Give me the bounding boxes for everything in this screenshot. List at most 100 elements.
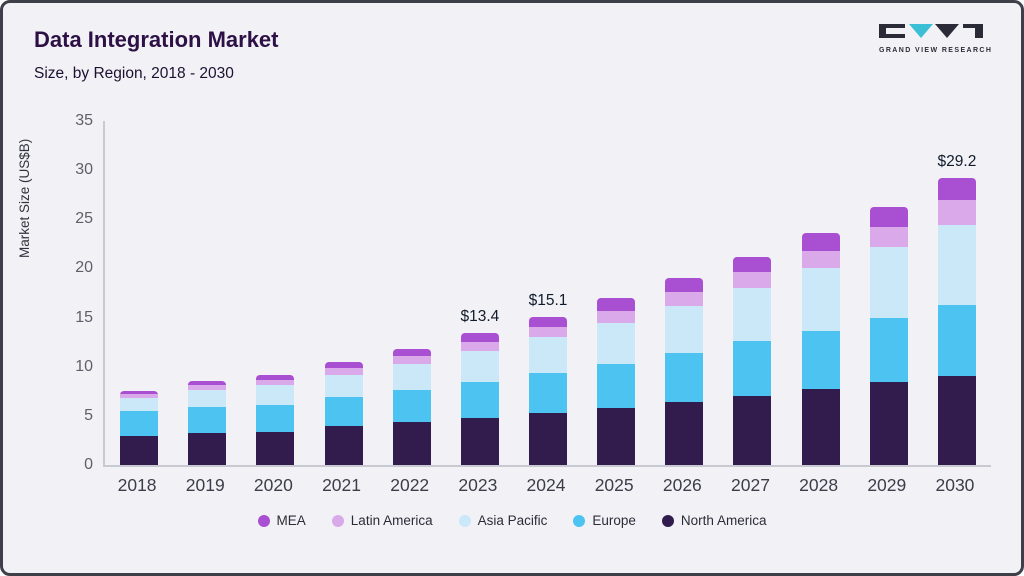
- y-tick-label: 10: [75, 357, 93, 375]
- grand-view-research-logo: GRAND VIEW RESEARCH: [879, 23, 993, 54]
- bar-segment-north-america: [801, 389, 840, 465]
- bar-segment-europe: [733, 341, 772, 397]
- y-tick-label: 20: [75, 259, 93, 277]
- legend-swatch: [573, 514, 586, 527]
- bar-stack: [460, 333, 499, 465]
- legend-swatch: [458, 514, 471, 527]
- y-tick-label: 30: [75, 161, 93, 179]
- bar-segment-europe: [188, 407, 227, 433]
- bar-segment-asia-pacific: [869, 246, 908, 318]
- bar-segment-north-america: [324, 425, 363, 465]
- x-tick-label: 2025: [594, 475, 634, 495]
- bar-segment-north-america: [869, 382, 908, 465]
- bar-segment-mea: [597, 297, 636, 311]
- bar-column: [787, 121, 855, 465]
- bar-segment-asia-pacific: [597, 322, 636, 364]
- bar-segment-europe: [529, 372, 568, 413]
- bar-column: [378, 121, 446, 465]
- y-tick-label: 25: [75, 210, 93, 228]
- bar-segment-mea: [801, 233, 840, 251]
- bar-segment-north-america: [188, 432, 227, 465]
- bar-stack: [256, 374, 295, 465]
- bar-segment-north-america: [460, 417, 499, 465]
- bar-segment-latin-america: [529, 327, 568, 338]
- bar-segment-mea: [529, 316, 568, 328]
- bar-segment-north-america: [392, 421, 431, 465]
- bar-segment-asia-pacific: [937, 225, 976, 305]
- bar-segment-mea: [460, 333, 499, 343]
- x-tick-label: 2019: [185, 475, 225, 495]
- bar-column: [105, 121, 173, 465]
- bar-segment-europe: [324, 397, 363, 426]
- legend-swatch: [661, 514, 674, 527]
- bar-segment-asia-pacific: [188, 390, 227, 408]
- bar-stack: [597, 297, 636, 465]
- x-tick-label: 2022: [390, 475, 430, 495]
- legend-item: Latin America: [331, 513, 433, 528]
- bar-segment-latin-america: [256, 379, 295, 386]
- bar-segment-europe: [597, 363, 636, 408]
- chart-subtitle: Size, by Region, 2018 - 2030: [34, 65, 234, 82]
- x-axis-labels: 2018 2019 2020 2021 2022 2023 2024 2025 2026 2027…: [103, 475, 989, 496]
- x-tick-label: 2029: [867, 475, 907, 495]
- legend-swatch: [257, 514, 270, 527]
- legend-item: North America: [661, 513, 766, 528]
- x-tick-label: 2027: [731, 475, 770, 495]
- bar-segment-latin-america: [665, 292, 704, 306]
- bar-segment-mea: [256, 374, 295, 380]
- gvr-logo-mark: [879, 24, 983, 38]
- bar-segment-north-america: [120, 435, 159, 465]
- legend-item: MEA: [257, 513, 306, 528]
- bar-segment-europe: [801, 331, 840, 390]
- bar-segment-latin-america: [188, 385, 227, 391]
- bar-segment-latin-america: [120, 394, 159, 399]
- bar-segment-mea: [188, 380, 227, 386]
- bar-stack: [120, 391, 159, 465]
- bar-column: [855, 121, 923, 465]
- bar-segment-europe: [665, 352, 704, 403]
- bar-stack: [324, 361, 363, 465]
- bar-segment-north-america: [937, 375, 976, 465]
- y-tick-label: 15: [75, 308, 93, 326]
- x-tick-label: 2026: [662, 475, 702, 495]
- y-tick-label: 35: [75, 112, 93, 129]
- legend-item: Europe: [573, 513, 636, 528]
- bar-segment-europe: [392, 390, 431, 422]
- bar-segment-asia-pacific: [460, 351, 499, 383]
- bar-segment-north-america: [256, 431, 295, 465]
- bar-segment-north-america: [733, 396, 772, 465]
- bar-segment-north-america: [597, 408, 636, 465]
- bar-segment-latin-america: [597, 310, 636, 323]
- bar-segment-mea: [869, 206, 908, 228]
- bar-stack: [937, 178, 976, 465]
- x-tick-label: 2024: [526, 475, 566, 495]
- legend-label: MEA: [276, 513, 306, 528]
- y-tick-label: 0: [84, 456, 93, 473]
- bar-column: [650, 121, 718, 465]
- legend-label: Asia Pacific: [477, 513, 548, 528]
- bar-segment-latin-america: [937, 199, 976, 226]
- bar-segment-mea: [733, 256, 772, 273]
- value-annotation: $29.2: [937, 153, 977, 171]
- bar-stack: [529, 316, 568, 465]
- bar-column: [241, 121, 309, 465]
- bar-segment-asia-pacific: [665, 305, 704, 353]
- bar-segment-europe: [869, 317, 908, 383]
- bar-stack: [869, 206, 908, 465]
- bar-segment-asia-pacific: [733, 288, 772, 342]
- bar-segment-asia-pacific: [392, 363, 431, 391]
- bar-segment-latin-america: [460, 342, 499, 352]
- bar-segment-north-america: [665, 402, 704, 465]
- page-title: Data Integration Market: [34, 27, 279, 52]
- bar-segment-asia-pacific: [529, 337, 568, 373]
- bar-segment-asia-pacific: [801, 268, 840, 332]
- bar-column: [582, 121, 650, 465]
- bar-segment-mea: [324, 361, 363, 368]
- bar-segment-europe: [120, 410, 159, 436]
- logo-text: GRAND VIEW RESEARCH: [879, 47, 993, 54]
- bar-stack: [733, 256, 772, 465]
- bar-segment-europe: [937, 304, 976, 376]
- legend-swatch: [331, 514, 344, 527]
- x-tick-label: 2023: [458, 475, 498, 495]
